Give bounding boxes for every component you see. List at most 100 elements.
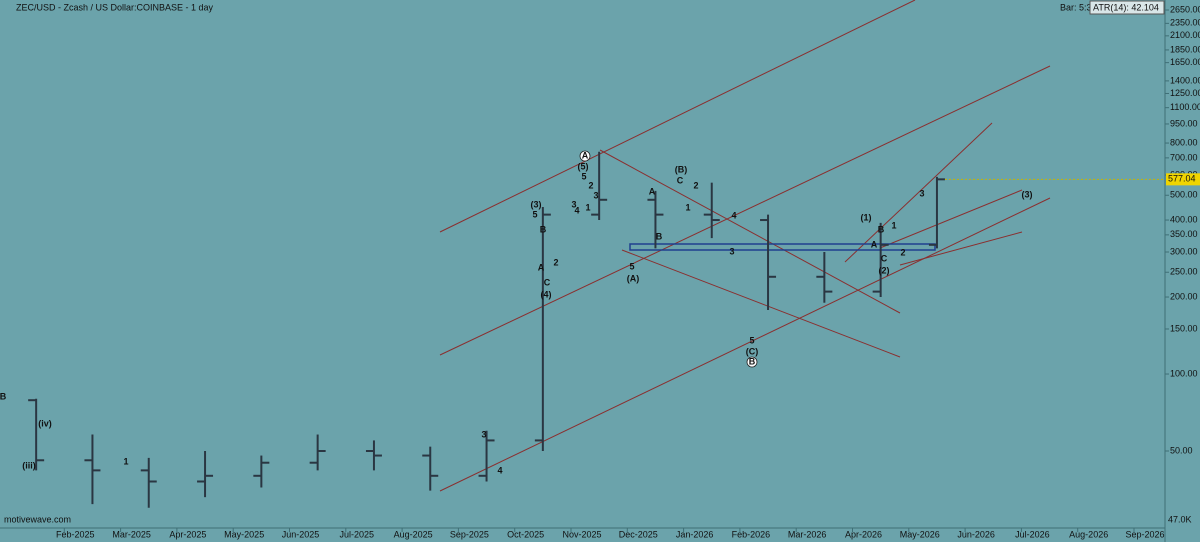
wave-label: A [649, 186, 656, 196]
y-tick-label: 350.00 [1170, 229, 1198, 239]
y-tick-label: 1100.00 [1170, 102, 1200, 112]
wave-label: (3) [1022, 189, 1033, 199]
wave-label: (3) [531, 199, 542, 209]
wave-label: B [0, 391, 7, 401]
x-tick-label: Jun-2025 [282, 529, 320, 539]
x-tick-label: Feb-2026 [732, 529, 771, 539]
trend-line [439, 0, 916, 233]
y-tick-label: 1400.00 [1170, 75, 1200, 85]
wave-label: (5) [578, 161, 589, 171]
y-tick-label: 100.00 [1170, 368, 1198, 378]
wave-label: C [544, 277, 551, 287]
x-tick-label: Aug-2026 [1069, 529, 1108, 539]
x-tick-label: Nov-2025 [562, 529, 601, 539]
x-tick-label: Jun-2026 [957, 529, 995, 539]
wave-label: 4 [574, 205, 579, 215]
wave-label: C [677, 175, 684, 185]
trend-line [844, 122, 993, 263]
x-tick-label: Sep-2026 [1125, 529, 1164, 539]
status-box [1020, 1, 1092, 13]
trend-line [879, 189, 1023, 249]
y-tick-label: 2650.00 [1170, 4, 1200, 14]
wave-label: 5 [749, 335, 754, 345]
wave-label: (4) [541, 289, 552, 299]
wave-label: 2 [588, 180, 593, 190]
wave-label: 2 [693, 180, 698, 190]
wave-label: 2 [553, 257, 558, 267]
wave-label: (B) [675, 164, 688, 174]
wave-label: 1 [585, 202, 590, 212]
atr-box [1089, 0, 1165, 15]
atr-label: ATR(14): 42.104 [1093, 2, 1159, 12]
x-tick-label: May-2026 [900, 529, 940, 539]
wave-label: 5 [581, 171, 586, 181]
x-tick-label: Sep-2025 [450, 529, 489, 539]
x-tick-label: Apr-2025 [169, 529, 206, 539]
trend-line [439, 197, 1051, 492]
chart-title: ZEC/USD - Zcash / US Dollar:COINBASE - 1… [16, 2, 214, 12]
wave-label: A [582, 150, 589, 160]
trend-line [621, 249, 901, 358]
x-tick-label: Mar-2026 [788, 529, 827, 539]
x-tick-label: May-2025 [224, 529, 264, 539]
y-tick-label: 2350.00 [1170, 18, 1200, 28]
y-tick-label: 950.00 [1170, 118, 1198, 128]
x-tick-label: Feb-2025 [56, 529, 95, 539]
trend-line [439, 65, 1051, 356]
y-tick-label: 300.00 [1170, 246, 1198, 256]
bar-timer: Bar: 5:36:07 [1060, 2, 1109, 12]
wave-label: 2 [900, 247, 905, 257]
wave-label: B [656, 231, 663, 241]
wave-label: 3 [571, 199, 576, 209]
wave-label: (A) [627, 273, 640, 283]
y-tick-label: 700.00 [1170, 152, 1198, 162]
wave-label: 5 [532, 209, 537, 219]
x-tick-label: Apr-2026 [845, 529, 882, 539]
support-zone [629, 243, 936, 251]
wave-label: 4 [731, 210, 736, 220]
x-tick-label: Oct-2025 [507, 529, 544, 539]
wave-label: 1 [891, 220, 896, 230]
wave-label: (iv) [38, 418, 52, 428]
wave-label: 3 [481, 429, 486, 439]
wave-label: 5 [629, 261, 634, 271]
y-tick-label: 800.00 [1170, 137, 1198, 147]
volume-label: 47.0K [1168, 514, 1192, 524]
y-tick-label: 150.00 [1170, 323, 1198, 333]
wave-label: B [749, 356, 756, 366]
y-tick-label: 400.00 [1170, 214, 1198, 224]
x-tick-label: Jan-2026 [676, 529, 714, 539]
wave-label: A [538, 262, 545, 272]
wave-label: 3 [919, 188, 924, 198]
wave-label: (2) [879, 265, 890, 275]
y-tick-label: 2100.00 [1170, 30, 1200, 40]
wave-circle [579, 150, 591, 162]
trend-lines [439, 0, 1051, 492]
wave-label: 1 [123, 456, 128, 466]
wave-label: B [540, 224, 547, 234]
y-tick-label: 1650.00 [1170, 57, 1200, 67]
wave-label: 4 [497, 465, 502, 475]
x-tick-label: Jul-2025 [340, 529, 375, 539]
y-tick-label: 250.00 [1170, 267, 1198, 277]
trend-line [899, 231, 1023, 266]
wave-label: (C) [746, 346, 759, 356]
wave-label: A [871, 239, 878, 249]
x-tick-label: Mar-2025 [112, 529, 151, 539]
x-tick-label: Aug-2025 [394, 529, 433, 539]
wave-label: 3 [729, 246, 734, 256]
trend-line [599, 149, 901, 314]
y-tick-label: 500.00 [1170, 190, 1198, 200]
last-price-tag [1166, 173, 1200, 186]
wave-label: B [878, 224, 885, 234]
last-price-label: 577.04 [1168, 174, 1196, 184]
y-tick-label: 200.00 [1170, 291, 1198, 301]
y-tick-label: 1250.00 [1170, 88, 1200, 98]
wave-circle [746, 356, 758, 368]
wave-label: 1 [685, 202, 690, 212]
x-tick-label: Dec-2025 [619, 529, 658, 539]
